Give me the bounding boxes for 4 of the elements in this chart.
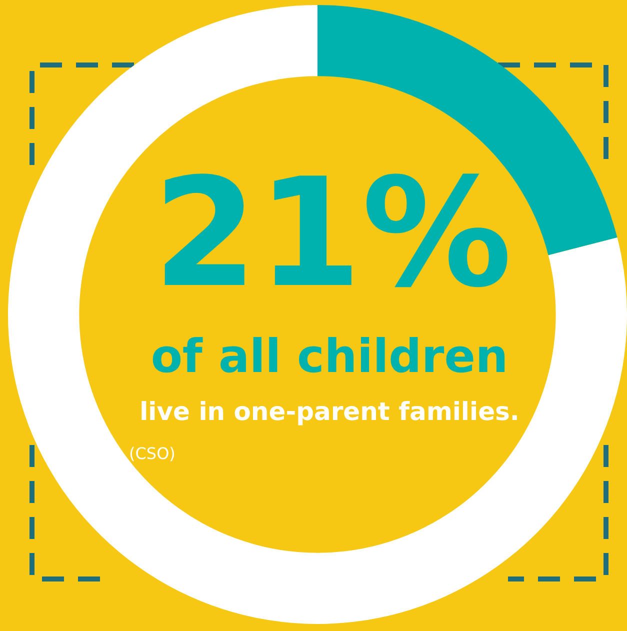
text: of all children — [150, 329, 508, 383]
text: live in one-parent families. — [140, 397, 520, 426]
data-label: 21% — [152, 147, 512, 321]
text: (CSO) — [129, 444, 176, 463]
